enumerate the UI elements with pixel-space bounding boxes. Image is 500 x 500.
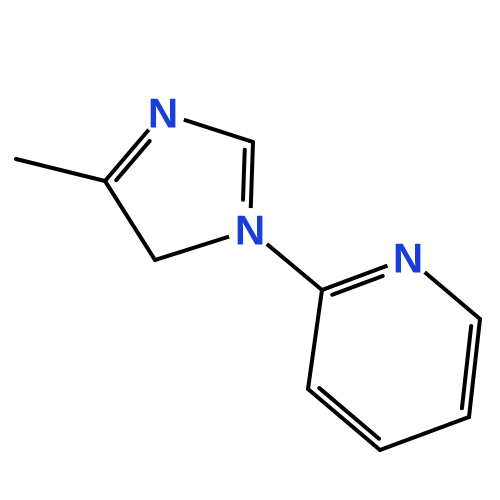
atom-label-N: N [148,90,178,137]
bond [251,142,253,208]
bond-inner [243,150,245,200]
molecule-canvas: N N N [0,0,500,500]
atom-label-N: N [235,207,265,254]
atom-label-N: N [393,235,423,282]
